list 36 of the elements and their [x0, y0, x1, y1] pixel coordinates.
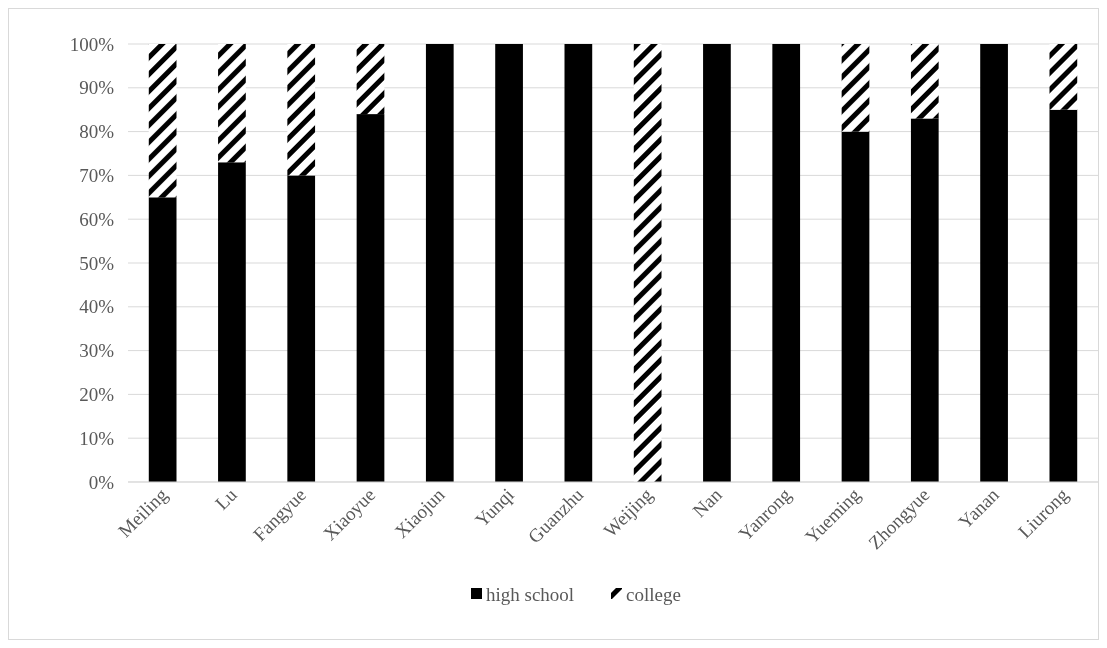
- y-tick-label: 70%: [79, 165, 115, 187]
- bar: [356, 114, 385, 482]
- y-tick-label: 20%: [79, 384, 115, 406]
- bar: [1049, 44, 1078, 110]
- bar: [218, 162, 246, 482]
- x-tick-label: Lu: [210, 483, 242, 514]
- bar: [841, 131, 870, 482]
- bar: [1049, 109, 1078, 482]
- y-tick-label: 30%: [79, 340, 115, 362]
- legend-label: high school: [486, 583, 575, 605]
- bar: [287, 175, 316, 482]
- bar: [980, 44, 1008, 482]
- bar: [218, 44, 246, 163]
- y-tick-label: 40%: [79, 296, 115, 318]
- bar: [495, 44, 523, 482]
- legend-label: college: [626, 583, 681, 605]
- bar: [910, 118, 939, 482]
- y-tick-label: 80%: [79, 121, 115, 143]
- y-tick-label: 50%: [79, 252, 115, 274]
- bar: [425, 44, 454, 482]
- x-tick-label: Nan: [688, 483, 727, 522]
- bar: [772, 44, 801, 482]
- bar: [841, 44, 870, 132]
- y-tick-label: 90%: [79, 77, 115, 99]
- bar: [564, 44, 593, 482]
- y-tick-label: 0%: [88, 471, 115, 493]
- bar: [356, 44, 385, 115]
- bar: [633, 44, 662, 482]
- bar: [703, 44, 731, 482]
- y-tick-label: 60%: [79, 208, 115, 230]
- bar: [287, 44, 316, 176]
- y-tick-label: 100%: [69, 33, 115, 55]
- y-tick-label: 10%: [79, 427, 115, 449]
- bar: [148, 197, 177, 482]
- bar: [910, 44, 939, 119]
- bar: [148, 44, 177, 198]
